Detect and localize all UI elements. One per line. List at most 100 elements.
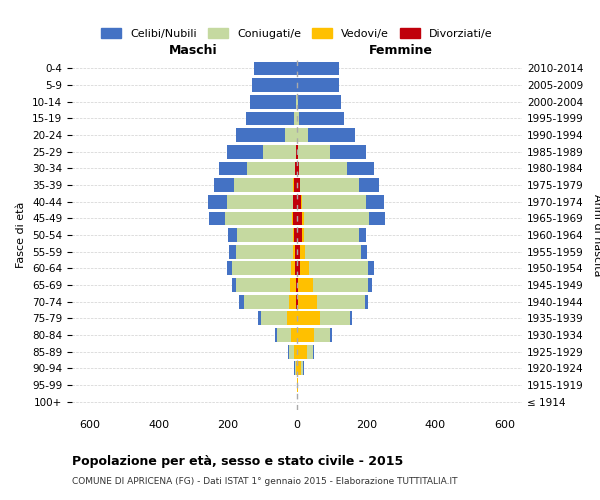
Bar <box>297 212 302 225</box>
Bar <box>289 295 296 308</box>
Bar <box>305 245 361 258</box>
Bar <box>237 228 293 242</box>
Bar <box>294 112 297 125</box>
Bar <box>297 245 300 258</box>
Bar <box>297 328 314 342</box>
Bar <box>296 145 297 158</box>
Bar <box>330 328 332 342</box>
Bar <box>347 162 374 175</box>
Bar <box>244 295 289 308</box>
Bar <box>258 312 260 325</box>
Bar <box>263 145 296 158</box>
Bar <box>359 178 379 192</box>
Bar <box>284 128 296 142</box>
Bar <box>370 212 385 225</box>
Bar <box>296 278 297 292</box>
Bar <box>295 245 297 258</box>
Bar <box>290 278 296 292</box>
Bar <box>297 362 301 375</box>
Bar <box>260 312 287 325</box>
Bar <box>297 145 298 158</box>
Bar <box>254 62 297 75</box>
Bar <box>320 312 350 325</box>
Bar <box>299 162 347 175</box>
Bar <box>236 245 293 258</box>
Bar <box>229 228 237 242</box>
Bar <box>301 178 359 192</box>
Bar <box>288 345 289 358</box>
Bar <box>309 262 368 275</box>
Bar <box>302 228 304 242</box>
Bar <box>317 295 365 308</box>
Text: Popolazione per età, sesso e stato civile - 2015: Popolazione per età, sesso e stato civil… <box>72 456 403 468</box>
Bar <box>307 345 313 358</box>
Bar <box>298 312 320 325</box>
Bar <box>368 278 372 292</box>
Bar <box>293 228 297 242</box>
Bar <box>235 178 293 192</box>
Bar <box>361 245 367 258</box>
Bar <box>277 328 291 342</box>
Bar <box>291 328 297 342</box>
Legend: Celibi/Nubili, Coniugati/e, Vedovi/e, Divorziati/e: Celibi/Nubili, Coniugati/e, Vedovi/e, Di… <box>97 24 497 43</box>
Bar <box>298 295 317 308</box>
Bar <box>301 362 303 375</box>
Bar <box>289 345 294 358</box>
Bar <box>293 245 295 258</box>
Bar <box>295 362 296 375</box>
Bar <box>292 212 293 225</box>
Bar <box>293 195 297 208</box>
Bar <box>236 278 290 292</box>
Bar <box>297 95 298 108</box>
Bar <box>246 112 294 125</box>
Bar <box>350 312 352 325</box>
Bar <box>330 145 366 158</box>
Bar <box>302 212 304 225</box>
Bar <box>275 328 277 342</box>
Bar <box>304 228 359 242</box>
Bar <box>302 195 366 208</box>
Bar <box>314 328 330 342</box>
Bar <box>300 262 309 275</box>
Bar <box>227 195 293 208</box>
Bar <box>308 128 355 142</box>
Bar <box>297 345 307 358</box>
Bar <box>208 195 227 208</box>
Bar <box>219 162 247 175</box>
Bar <box>313 278 368 292</box>
Bar <box>227 262 232 275</box>
Bar <box>297 162 299 175</box>
Bar <box>368 262 373 275</box>
Bar <box>297 228 302 242</box>
Bar <box>296 362 297 375</box>
Bar <box>297 262 300 275</box>
Bar <box>232 278 236 292</box>
Bar <box>313 345 314 358</box>
Bar <box>224 212 292 225</box>
Bar <box>252 78 297 92</box>
Bar <box>295 162 297 175</box>
Bar <box>297 62 338 75</box>
Bar <box>298 145 330 158</box>
Bar <box>291 262 295 275</box>
Y-axis label: Anni di nascita: Anni di nascita <box>592 194 600 276</box>
Bar <box>294 362 295 375</box>
Bar <box>293 178 297 192</box>
Bar <box>297 78 339 92</box>
Bar <box>359 228 366 242</box>
Bar <box>296 95 297 108</box>
Bar <box>298 128 308 142</box>
Bar <box>227 145 263 158</box>
Bar <box>296 295 297 308</box>
Bar <box>297 178 300 192</box>
Bar <box>299 112 344 125</box>
Bar <box>297 278 298 292</box>
Bar <box>298 278 313 292</box>
Bar <box>229 245 236 258</box>
Bar <box>298 95 341 108</box>
Bar <box>247 162 295 175</box>
Bar <box>297 378 298 392</box>
Bar <box>209 212 224 225</box>
Bar <box>304 212 370 225</box>
Bar <box>214 178 235 192</box>
